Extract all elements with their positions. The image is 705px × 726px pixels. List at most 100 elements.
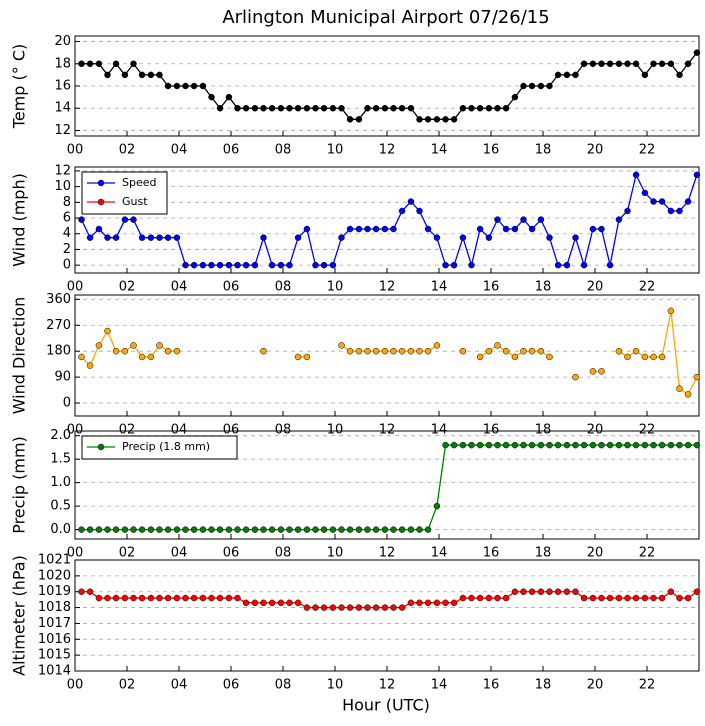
data-point bbox=[234, 594, 241, 602]
data-point bbox=[320, 104, 328, 112]
data-point bbox=[424, 347, 432, 355]
data-point bbox=[130, 216, 137, 223]
data-point bbox=[598, 225, 605, 233]
x-tick-label: 10 bbox=[327, 280, 344, 295]
y-tick-label: 2 bbox=[63, 242, 71, 257]
data-point bbox=[320, 526, 328, 533]
data-point bbox=[528, 82, 536, 90]
data-point bbox=[433, 599, 441, 607]
axes-frame bbox=[74, 35, 700, 137]
data-point bbox=[658, 60, 666, 68]
x-tick-label: 08 bbox=[275, 423, 292, 438]
x-tick-label: 00 bbox=[67, 280, 84, 295]
data-point bbox=[320, 604, 328, 611]
data-point bbox=[554, 71, 562, 79]
x-tick-label: 16 bbox=[483, 280, 500, 295]
data-point bbox=[632, 347, 640, 355]
axes-frame bbox=[74, 166, 700, 274]
data-point bbox=[554, 441, 562, 449]
data-point bbox=[303, 526, 311, 533]
x-tick-label: 22 bbox=[639, 423, 656, 438]
data-point bbox=[190, 594, 198, 602]
y-tick-label: 16 bbox=[54, 79, 71, 94]
data-point bbox=[242, 104, 250, 112]
data-point bbox=[173, 82, 181, 90]
data-point bbox=[320, 261, 328, 269]
y-axis-label: Precip (mm) bbox=[10, 436, 29, 534]
data-point bbox=[104, 526, 111, 533]
x-tick-label: 08 bbox=[275, 143, 292, 158]
data-point bbox=[563, 71, 571, 79]
y-tick-label: 12 bbox=[54, 163, 71, 178]
data-point bbox=[424, 225, 432, 233]
data-point bbox=[234, 526, 241, 533]
data-point bbox=[95, 526, 103, 533]
data-point bbox=[667, 307, 675, 315]
data-point bbox=[112, 594, 120, 602]
data-point bbox=[650, 198, 657, 205]
x-tick-label: 04 bbox=[171, 143, 188, 158]
data-point bbox=[121, 347, 129, 355]
data-point bbox=[485, 347, 493, 355]
data-point bbox=[450, 261, 458, 269]
data-point bbox=[121, 594, 129, 602]
data-point bbox=[329, 526, 337, 533]
data-point bbox=[338, 526, 345, 533]
data-point bbox=[589, 60, 597, 68]
data-point bbox=[476, 594, 484, 602]
y-tick-label: 0.0 bbox=[50, 522, 71, 537]
y-tick-label: 270 bbox=[46, 318, 71, 333]
data-point bbox=[693, 588, 701, 595]
legend-box bbox=[81, 435, 238, 460]
data-point bbox=[95, 225, 103, 233]
data-point bbox=[104, 594, 111, 602]
data-point bbox=[112, 234, 120, 241]
data-point bbox=[104, 71, 111, 79]
data-point bbox=[346, 604, 354, 611]
data-point bbox=[138, 353, 146, 361]
data-point bbox=[658, 594, 666, 602]
data-point bbox=[546, 588, 553, 595]
y-tick-label: 90 bbox=[54, 370, 71, 385]
data-point bbox=[511, 225, 519, 233]
x-tick-label: 02 bbox=[119, 546, 136, 561]
data-point bbox=[528, 441, 536, 449]
x-tick-label: 16 bbox=[483, 143, 500, 158]
data-point bbox=[199, 82, 207, 90]
data-point bbox=[563, 441, 571, 449]
data-point bbox=[390, 104, 397, 112]
data-point bbox=[286, 526, 293, 533]
data-point bbox=[502, 225, 510, 233]
data-point bbox=[598, 368, 605, 375]
data-point bbox=[667, 207, 675, 215]
data-point bbox=[398, 104, 406, 112]
data-point bbox=[632, 594, 640, 602]
data-point bbox=[260, 599, 267, 607]
data-point bbox=[650, 353, 657, 361]
data-point bbox=[624, 441, 631, 449]
data-point bbox=[667, 60, 675, 68]
data-point bbox=[589, 225, 597, 233]
data-point bbox=[199, 594, 207, 602]
data-point bbox=[424, 599, 432, 607]
series-line bbox=[81, 590, 698, 609]
x-tick-label: 20 bbox=[587, 423, 604, 438]
data-point bbox=[268, 261, 276, 269]
data-point bbox=[277, 261, 285, 269]
x-tick-label: 16 bbox=[483, 678, 500, 693]
data-point bbox=[216, 261, 224, 269]
data-point bbox=[225, 594, 233, 602]
data-point bbox=[546, 353, 553, 361]
data-point bbox=[476, 225, 484, 233]
data-point bbox=[433, 116, 441, 123]
x-tick-label: 10 bbox=[327, 423, 344, 438]
y-tick-label: 1020 bbox=[38, 568, 71, 583]
x-tick-label: 08 bbox=[275, 678, 292, 693]
data-point bbox=[338, 234, 345, 241]
y-tick-label: 6 bbox=[63, 211, 71, 226]
data-point bbox=[598, 594, 605, 602]
data-point bbox=[554, 588, 562, 595]
x-tick-label: 02 bbox=[119, 678, 136, 693]
y-tick-label: 1021 bbox=[38, 553, 71, 568]
data-point bbox=[156, 234, 163, 241]
